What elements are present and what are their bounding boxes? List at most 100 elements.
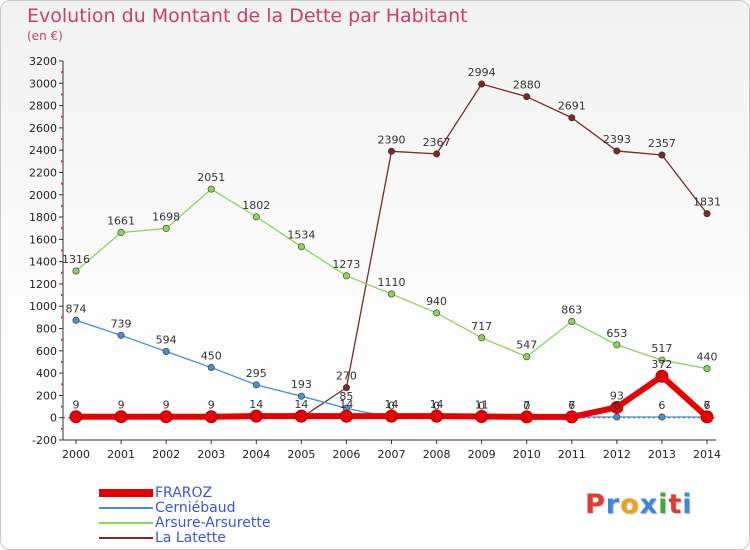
data-point <box>297 243 305 251</box>
data-label: 7 <box>704 399 711 412</box>
data-point <box>613 147 621 155</box>
y-minor-dot <box>61 427 63 430</box>
data-label: 14 <box>430 398 444 411</box>
data-label: 9 <box>208 399 215 412</box>
y-minor-dot <box>61 182 63 185</box>
data-label: 1110 <box>378 276 406 289</box>
data-point <box>613 341 621 349</box>
y-tick-label: 1000 <box>29 300 57 313</box>
y-tick-label: 2000 <box>29 189 57 202</box>
data-label: 1831 <box>693 196 721 209</box>
legend-swatch <box>99 506 153 509</box>
x-tick-label: 2007 <box>378 448 406 461</box>
data-label: 940 <box>426 295 447 308</box>
data-point <box>252 381 260 389</box>
data-label: 1661 <box>107 215 135 228</box>
legend-label: Arsure-Arsurette <box>155 514 271 531</box>
data-label: 653 <box>606 327 627 340</box>
y-tick-label: 1200 <box>29 278 57 291</box>
data-label: 7 <box>568 399 575 412</box>
data-point <box>610 400 624 414</box>
data-point <box>658 413 666 421</box>
data-label: 1273 <box>332 258 360 271</box>
data-point <box>523 93 531 101</box>
legend: FRAROZ Cerniébaud Arsure-Arsurette La La… <box>99 484 271 546</box>
y-minor-dot <box>61 93 63 96</box>
data-label: 440 <box>697 351 718 364</box>
y-tick-label: 2800 <box>29 100 57 113</box>
data-label: 2367 <box>423 136 451 149</box>
legend-label: FRAROZ <box>155 484 213 501</box>
data-point <box>72 316 80 324</box>
data-label: 0 <box>523 400 530 413</box>
y-tick-label: 2400 <box>29 144 57 157</box>
data-label: 547 <box>516 339 537 352</box>
data-point <box>568 114 576 122</box>
data-label: 517 <box>651 342 672 355</box>
data-point <box>655 369 669 383</box>
data-label: 1316 <box>62 253 90 266</box>
y-minor-dot <box>61 383 63 386</box>
y-minor-dot <box>61 204 63 207</box>
data-label: 1802 <box>242 199 270 212</box>
y-tick-label: 1400 <box>29 256 57 269</box>
data-label: 6 <box>613 399 620 412</box>
x-tick-label: 2006 <box>332 448 360 461</box>
unit-label: (en €) <box>27 29 63 43</box>
y-minor-dot <box>61 294 63 297</box>
data-point <box>658 151 666 159</box>
data-point <box>69 410 83 424</box>
data-label: 193 <box>291 378 312 391</box>
y-minor-dot <box>61 338 63 341</box>
logo-letter: i <box>682 489 693 520</box>
legend-item-fraroz[interactable]: FRAROZ <box>99 484 270 501</box>
x-tick-label: 2011 <box>558 448 586 461</box>
y-minor-dot <box>61 138 63 141</box>
data-label: 14 <box>249 398 263 411</box>
data-label: 9 <box>73 399 80 412</box>
logo-letter: P <box>585 489 606 520</box>
x-tick-label: 2000 <box>62 448 90 461</box>
data-label: 2994 <box>468 66 496 79</box>
x-tick-label: 2002 <box>152 448 180 461</box>
series-line <box>300 83 708 419</box>
y-tick-label: 400 <box>36 367 57 380</box>
legend-item-cerniebaud[interactable]: Cerniébaud <box>99 499 270 516</box>
y-tick-label: 200 <box>36 389 57 402</box>
data-point <box>433 150 441 158</box>
x-tick-label: 2003 <box>197 448 225 461</box>
data-label: 6 <box>568 399 575 412</box>
data-point <box>342 272 350 280</box>
logo-letter: x <box>639 489 659 520</box>
logo-letter: i <box>658 489 669 520</box>
data-label: 9 <box>118 399 125 412</box>
data-label: 2390 <box>378 133 406 146</box>
legend-label: Cerniébaud <box>155 499 236 516</box>
x-tick-label: 2005 <box>287 448 315 461</box>
data-point <box>385 409 398 423</box>
legend-item-la-latette[interactable]: La Latette <box>99 530 270 546</box>
data-label: 1698 <box>152 210 180 223</box>
data-point <box>342 384 350 392</box>
data-label: 863 <box>561 304 582 317</box>
x-tick-label: 2014 <box>693 448 721 461</box>
data-point <box>294 409 308 423</box>
proxiti-logo[interactable]: Proxiti <box>585 489 693 520</box>
y-tick-label: 3200 <box>29 55 57 68</box>
data-point <box>207 364 215 372</box>
data-label: 717 <box>471 320 492 333</box>
data-point <box>565 410 579 424</box>
x-tick-label: 2012 <box>603 448 631 461</box>
legend-item-arsure-arsurette[interactable]: Arsure-Arsurette <box>99 514 271 531</box>
data-label: 6 <box>704 399 711 412</box>
logo-letter: r <box>605 489 621 520</box>
data-label: 0 <box>478 400 485 413</box>
data-point <box>207 185 215 193</box>
data-point <box>475 409 489 423</box>
data-label: 2051 <box>197 171 225 184</box>
chart-title: Evolution du Montant de la Dette par Hab… <box>27 5 468 27</box>
data-label: 2691 <box>558 100 586 113</box>
data-label: 6 <box>658 399 665 412</box>
data-point <box>204 410 218 424</box>
